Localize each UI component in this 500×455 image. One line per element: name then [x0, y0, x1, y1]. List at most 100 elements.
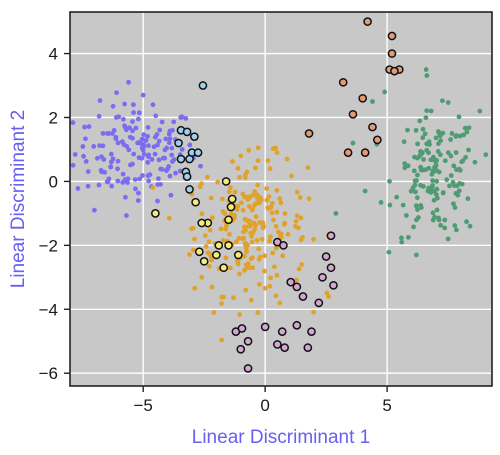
series-1	[150, 145, 331, 343]
data-point	[121, 116, 126, 122]
data-point	[109, 131, 115, 137]
data-point	[422, 131, 428, 137]
data-point	[426, 150, 431, 156]
data-point	[463, 154, 469, 160]
data-point	[199, 181, 204, 186]
data-point	[420, 126, 426, 132]
data-point	[399, 235, 404, 241]
data-point	[453, 150, 459, 155]
data-point	[241, 235, 247, 241]
data-point-outlined	[193, 148, 203, 157]
data-point	[436, 130, 442, 136]
data-point	[253, 214, 259, 220]
data-point	[202, 233, 208, 239]
data-point	[211, 310, 217, 315]
data-point	[445, 150, 451, 156]
data-point	[167, 173, 173, 179]
data-point	[415, 172, 420, 178]
data-point	[91, 207, 97, 213]
data-point	[228, 185, 233, 191]
data-point	[387, 178, 392, 184]
data-point	[233, 239, 239, 245]
data-point	[280, 253, 286, 259]
data-point	[219, 337, 225, 343]
data-point	[300, 234, 305, 240]
data-point	[306, 196, 312, 202]
data-point	[405, 234, 411, 240]
data-point	[140, 173, 145, 178]
data-point	[85, 169, 91, 174]
data-point-outlined	[343, 148, 353, 157]
data-point	[434, 186, 440, 192]
data-point	[166, 164, 171, 169]
data-point	[285, 231, 291, 237]
axis-ticks: −5 0 5 −6 −4 −2 0 2 4	[39, 45, 392, 415]
data-point	[85, 183, 91, 189]
y-tick-label: 4	[49, 45, 58, 64]
data-point	[416, 215, 421, 220]
data-point	[273, 223, 279, 229]
data-point	[278, 233, 283, 238]
data-point	[97, 98, 103, 103]
data-point-outlined	[214, 241, 224, 250]
data-point	[264, 186, 270, 191]
data-point	[411, 224, 416, 230]
data-point	[261, 224, 266, 229]
data-point	[255, 310, 261, 315]
data-point	[386, 249, 392, 255]
data-point	[198, 163, 203, 169]
y-axis-title: Linear Discriminant 2	[8, 110, 29, 288]
data-point	[472, 159, 478, 165]
data-point	[155, 142, 160, 148]
data-point	[394, 194, 400, 200]
data-point-outlined	[298, 292, 308, 301]
series-2	[333, 67, 489, 258]
data-point	[122, 101, 127, 107]
data-point	[453, 134, 459, 139]
data-point	[189, 226, 194, 232]
data-point	[120, 171, 126, 177]
data-point-outlined	[224, 215, 233, 225]
data-point	[442, 225, 448, 231]
data-point	[171, 157, 177, 162]
data-point	[235, 261, 241, 267]
data-point-outlined	[198, 81, 208, 90]
data-point	[440, 130, 446, 136]
data-point	[221, 294, 226, 300]
data-point	[248, 256, 254, 261]
data-point	[294, 213, 300, 219]
data-point	[115, 178, 121, 184]
data-point	[159, 119, 165, 125]
data-point-outlined	[279, 241, 288, 250]
data-point	[136, 116, 141, 122]
data-point-outlined	[329, 280, 338, 290]
data-point	[81, 153, 86, 159]
data-point	[219, 196, 225, 202]
data-point	[456, 114, 462, 120]
data-point	[126, 147, 132, 153]
data-point	[293, 224, 298, 229]
data-point	[420, 184, 426, 189]
data-point-outlined	[243, 364, 253, 373]
data-point	[136, 155, 142, 161]
data-point	[270, 250, 276, 256]
data-point	[70, 120, 76, 126]
data-point	[91, 144, 97, 149]
data-point	[252, 165, 258, 171]
data-point	[294, 277, 299, 283]
data-point	[436, 141, 441, 147]
data-point	[164, 145, 170, 151]
data-point	[209, 215, 215, 221]
data-point	[136, 110, 142, 116]
data-point-outlined	[191, 197, 200, 207]
series-0	[70, 79, 203, 218]
data-point	[240, 191, 246, 197]
data-point	[448, 153, 454, 159]
data-point	[423, 67, 429, 72]
data-point	[130, 119, 135, 124]
data-point	[294, 189, 300, 195]
data-point	[149, 157, 155, 162]
data-point	[244, 249, 250, 255]
data-point	[350, 140, 356, 146]
data-point	[115, 158, 121, 164]
